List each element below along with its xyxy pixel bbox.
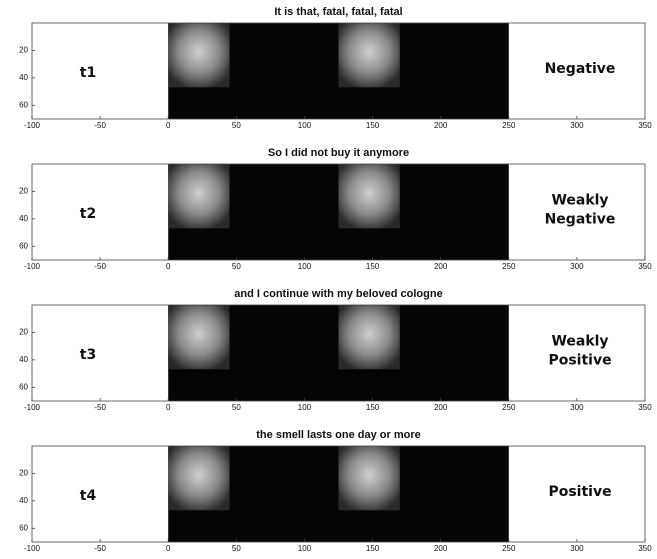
x-tick-label: 100 xyxy=(298,121,312,130)
x-tick-label: 50 xyxy=(232,121,241,130)
x-tick-label: -50 xyxy=(94,262,106,271)
x-tick-label: 300 xyxy=(570,544,584,553)
x-tick-label: 250 xyxy=(502,262,516,271)
x-tick-label: 150 xyxy=(366,544,380,553)
x-tick-label: 350 xyxy=(638,403,652,412)
time-label: t3 xyxy=(80,347,96,363)
x-tick-label: -100 xyxy=(24,403,41,412)
x-tick-label: 100 xyxy=(298,403,312,412)
x-tick-label: 150 xyxy=(366,121,380,130)
x-tick-label: 200 xyxy=(434,403,448,412)
x-tick-label: 0 xyxy=(166,262,171,271)
face-image xyxy=(168,164,229,228)
x-tick-label: -50 xyxy=(94,121,106,130)
x-tick-label: 50 xyxy=(232,403,241,412)
y-tick-label: 60 xyxy=(19,241,28,250)
y-tick-label: 40 xyxy=(19,496,28,505)
panel-title: and I continue with my beloved cologne xyxy=(234,288,442,300)
time-label: t1 xyxy=(80,65,96,81)
x-tick-label: 350 xyxy=(638,262,652,271)
x-tick-label: 200 xyxy=(434,544,448,553)
face-image xyxy=(168,305,229,369)
x-tick-label: 250 xyxy=(502,544,516,553)
panel-title: So I did not buy it anymore xyxy=(268,147,409,159)
x-tick-label: 50 xyxy=(232,262,241,271)
face-image xyxy=(168,23,229,87)
x-tick-label: 100 xyxy=(298,262,312,271)
sentiment-label: Negative xyxy=(545,61,616,77)
time-label: t4 xyxy=(80,488,97,504)
x-tick-label: 150 xyxy=(366,403,380,412)
face-image xyxy=(339,164,400,228)
x-tick-label: 250 xyxy=(502,403,516,412)
x-tick-label: 250 xyxy=(502,121,516,130)
y-tick-label: 60 xyxy=(19,100,28,109)
panel-title: the smell lasts one day or more xyxy=(256,429,420,441)
face-image xyxy=(339,305,400,369)
sentiment-label: Weakly xyxy=(551,334,608,350)
sentiment-label: Negative xyxy=(545,212,616,228)
panel-title: It is that, fatal, fatal, fatal xyxy=(274,6,402,18)
x-tick-label: 200 xyxy=(434,262,448,271)
x-tick-label: 100 xyxy=(298,544,312,553)
y-tick-label: 20 xyxy=(19,469,28,478)
x-tick-label: 150 xyxy=(366,262,380,271)
y-tick-label: 40 xyxy=(19,73,28,82)
y-tick-label: 40 xyxy=(19,214,28,223)
x-tick-label: -100 xyxy=(24,262,41,271)
y-tick-label: 60 xyxy=(19,382,28,391)
time-label: t2 xyxy=(80,206,96,222)
y-tick-label: 60 xyxy=(19,523,28,532)
x-tick-label: 300 xyxy=(570,262,584,271)
face-image xyxy=(339,446,400,510)
x-tick-label: 350 xyxy=(638,544,652,553)
y-tick-label: 20 xyxy=(19,187,28,196)
x-tick-label: -100 xyxy=(24,121,41,130)
figure: It is that, fatal, fatal, fatal -100 -50 0 5… xyxy=(0,0,657,554)
y-tick-label: 20 xyxy=(19,46,28,55)
x-tick-label: 300 xyxy=(570,121,584,130)
face-image xyxy=(339,23,400,87)
x-tick-label: 0 xyxy=(166,403,171,412)
sentiment-label: Positive xyxy=(548,353,611,369)
sentiment-label: Weakly xyxy=(551,193,608,209)
x-tick-label: -100 xyxy=(24,544,41,553)
x-tick-label: 50 xyxy=(232,544,241,553)
x-tick-label: 0 xyxy=(166,544,171,553)
x-tick-label: 200 xyxy=(434,121,448,130)
y-tick-label: 20 xyxy=(19,328,28,337)
sentiment-label: Positive xyxy=(548,484,611,500)
y-tick-label: 40 xyxy=(19,355,28,364)
x-tick-label: -50 xyxy=(94,403,106,412)
x-tick-label: 0 xyxy=(166,121,171,130)
x-tick-label: 300 xyxy=(570,403,584,412)
face-image xyxy=(168,446,229,510)
x-tick-label: 350 xyxy=(638,121,652,130)
x-tick-label: -50 xyxy=(94,544,106,553)
